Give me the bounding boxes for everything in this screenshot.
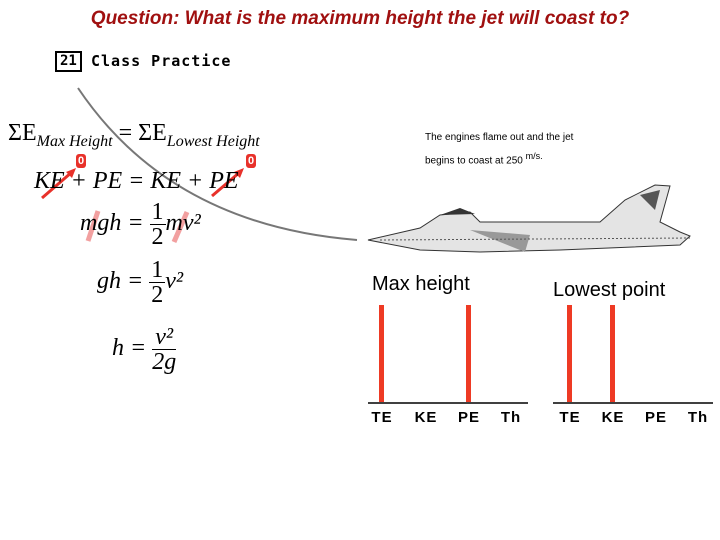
chart-title-lowest-point: Lowest point	[553, 279, 666, 301]
description-line: begins to coast at 250 m/s.	[425, 151, 543, 167]
arrow-head-2	[234, 168, 244, 178]
bar-te	[567, 305, 572, 402]
cross-out-arrow-2	[211, 170, 241, 198]
tick-label: PE	[457, 409, 480, 426]
question-title: Question: What is the maximum height the…	[90, 8, 630, 29]
cancel-mark-2	[171, 211, 190, 243]
bar-pe	[466, 305, 471, 402]
equation-gh: gh = 1 2 v²	[97, 257, 184, 308]
tick-label: PE	[644, 409, 667, 426]
equation-ke-pe: KE + PE = KE + PE	[34, 168, 239, 194]
arrow-head-1	[66, 168, 76, 178]
jet-illustration	[367, 184, 691, 253]
equation-energy-conservation: ΣEMax Height = ΣELowest Height	[8, 120, 260, 150]
problem-description: The engines flame out and the jet begins…	[425, 129, 573, 170]
slide-number: 21	[55, 51, 82, 72]
tick-label: Th	[687, 409, 709, 426]
section-title: Class Practice	[91, 52, 232, 70]
equation-h: h = v² 2g	[112, 324, 177, 375]
bar-te	[379, 305, 384, 402]
zero-annotation: 0	[246, 154, 257, 168]
cross-out-arrow-1	[41, 170, 73, 200]
tick-label: Th	[500, 409, 522, 426]
trajectory-curve	[77, 87, 358, 241]
tick-label: KE	[601, 409, 625, 426]
cancel-mark-1	[85, 210, 101, 242]
tick-label: KE	[414, 409, 438, 426]
description-line: The engines flame out and the jet	[425, 132, 574, 143]
tick-label: TE	[371, 409, 393, 426]
chart-title-max-height: Max height	[372, 273, 470, 295]
bar-ke	[610, 305, 615, 402]
equation-mgh: mgh = 1 2 mv²	[80, 199, 201, 250]
zero-annotation: 0	[76, 154, 87, 168]
tick-label: TE	[559, 409, 581, 426]
